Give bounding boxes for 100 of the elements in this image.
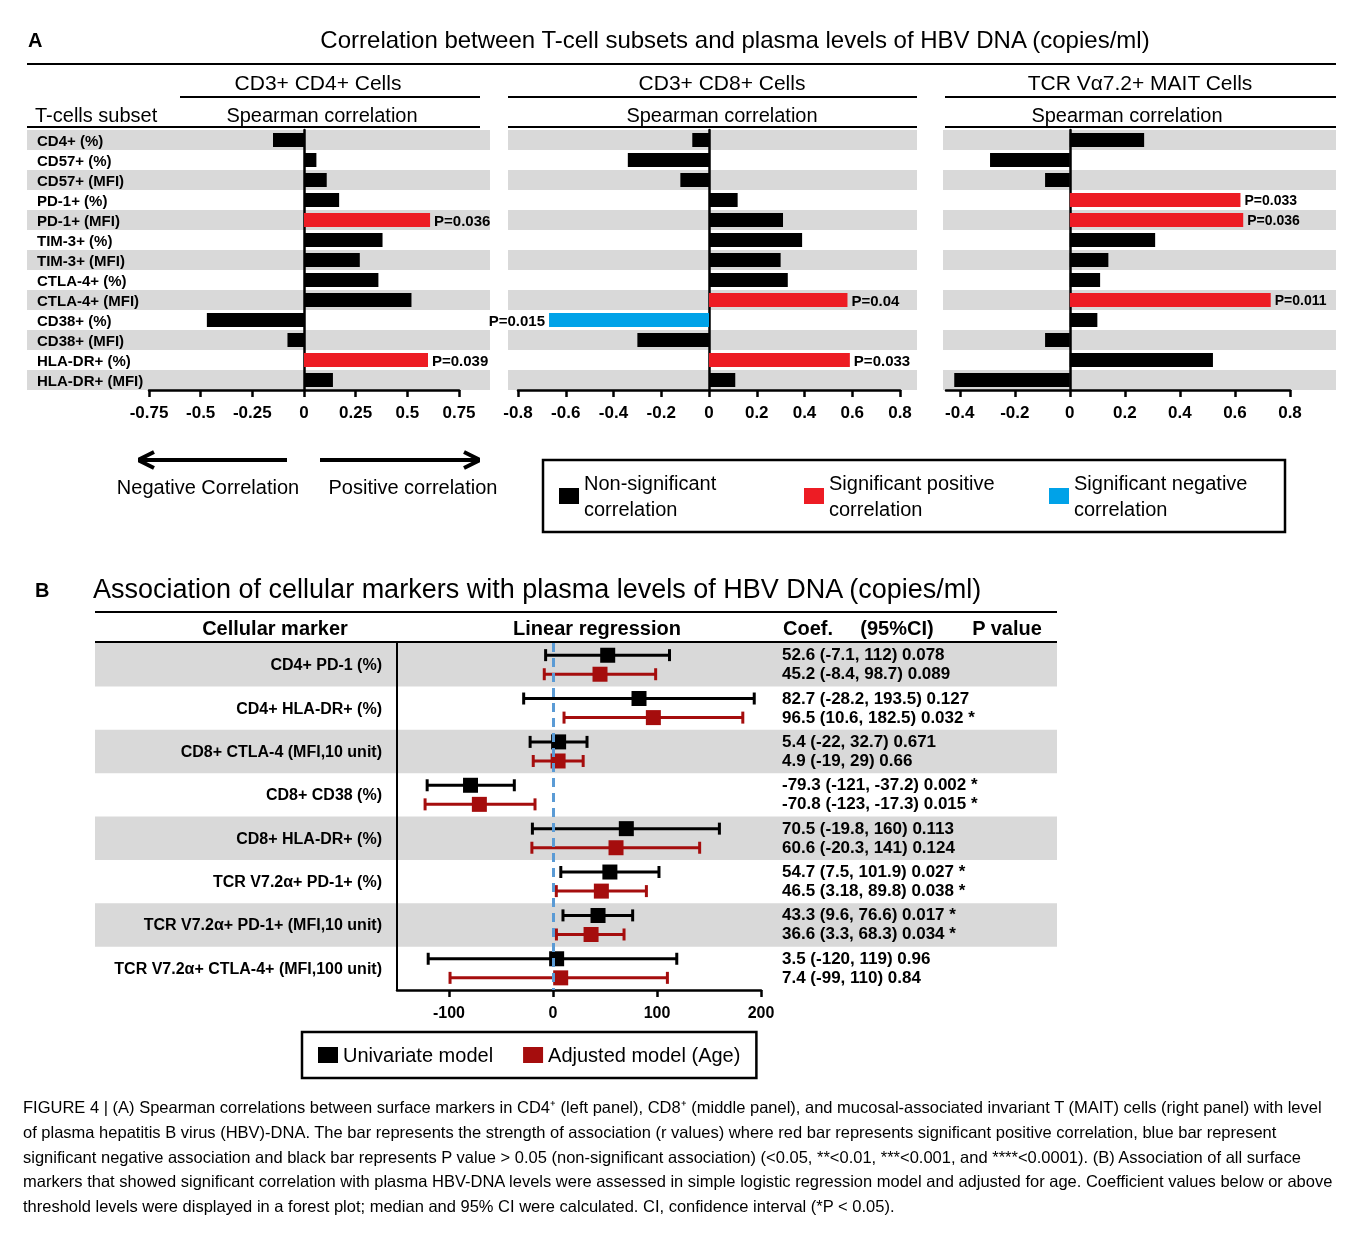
- chart-subtitle: CD3+ CD4+ Cells: [234, 71, 402, 95]
- x-tick-label: 0.2: [1113, 403, 1137, 422]
- chart-subtitle: Linear regression: [513, 617, 681, 639]
- x-tick-label: -100: [432, 1003, 466, 1021]
- y-tick-label: HLA-DR+ (%): [37, 351, 131, 369]
- x-tick-label: 0: [548, 1003, 558, 1021]
- y-tick-label: CD4+ PD-1 (%): [270, 656, 382, 674]
- x-tick-label: -0.5: [186, 403, 216, 422]
- y-axis-title: Cellular marker: [202, 617, 348, 639]
- y-tick-label: HLA-DR+ (MFI): [37, 371, 144, 389]
- x-tick-label: 0.5: [395, 403, 420, 422]
- x-tick-label: -0.8: [503, 403, 533, 422]
- y-tick-label: CD38+ (MFI): [37, 331, 125, 349]
- text: A: [28, 29, 43, 51]
- annotation: P=0.033: [1244, 192, 1298, 208]
- text: 54.7 (7.5, 101.9) 0.027 *: [782, 861, 966, 882]
- bar: [1069, 193, 1241, 207]
- text: 45.2 (-8.4, 98.7) 0.089: [782, 663, 951, 684]
- text: 52.6 (-7.1, 112) 0.078: [782, 644, 945, 665]
- x-tick-label: -0.4: [598, 403, 629, 422]
- text: Negative Correlation: [116, 476, 300, 498]
- bar: [549, 313, 709, 327]
- y-tick-label: CD8+ CD38 (%): [265, 786, 382, 804]
- y-tick-label: CD8+ CTLA-4 (MFI,10 unit): [180, 742, 382, 760]
- legend-label: Non-significant correlation: [584, 472, 722, 520]
- y-tick-label: CD4+ (%): [37, 131, 104, 149]
- x-axis-title: Spearman correlation: [1031, 104, 1223, 126]
- bar: [304, 353, 428, 367]
- annotation: P=0.039: [432, 351, 489, 369]
- caption: FIGURE 4 | (A) Spearman correlations between surface markers in CD4⁺ (left panel), CD8⁺ (middle panel), and mucosal-associated invariant T (MAIT) cells (right panel) with level of plasma hepatitis B virus (HBV)-DNA. The bar represents the strength of association (r values) where red bar represents significant positive correlation, blue bar represent significant negative association and black bar represents P value > 0.05 (non-significant association) (<0.05, **<0.01, ***<0.001, and ****<0.0001). (B) Association of all surface markers that showed significant correlation with plasma HBV-DNA levels were assessed in simple logistic regression model and adjusted for age. Coefficient values below or above threshold levels were displayed in a forest plot; median and 95% CI were calculated. CI, confidence interval (*P < 0.05).: [23, 1097, 1333, 1217]
- annotation: P=0.015: [488, 311, 546, 329]
- text: Coef.: [783, 617, 833, 639]
- text: Correlation between T-cell subsets and plasma levels of HBV DNA (copies/ml): [320, 25, 1150, 54]
- y-tick-label: TCR V7.2α+ PD-1+ (MFI,10 unit): [143, 916, 382, 934]
- text: 4.9 (-19, 29) 0.66: [782, 750, 913, 771]
- text: Positive correlation: [328, 476, 498, 498]
- x-tick-label: 0.8: [888, 403, 912, 422]
- y-axis-title: T-cells subset: [35, 104, 158, 126]
- chart-subtitle: CD3+ CD8+ Cells: [638, 71, 806, 95]
- text: -70.8 (-123, -17.3) 0.015 *: [782, 794, 978, 814]
- y-tick-label: TIM-3+ (MFI): [37, 251, 125, 269]
- text: P value: [972, 617, 1042, 639]
- x-tick-label: 0.6: [1223, 403, 1247, 422]
- y-tick-label: CD8+ HLA-DR+ (%): [236, 829, 382, 847]
- text: 60.6 (-20.3, 141) 0.124: [782, 837, 955, 858]
- text: (95%CI): [860, 617, 934, 639]
- legend-label: Significant positive correlation: [829, 472, 1001, 520]
- x-tick-label: 100: [643, 1003, 671, 1021]
- x-tick-label: 0.4: [1168, 403, 1193, 422]
- bar: [1069, 213, 1244, 227]
- text: 3.5 (-120, 119) 0.96: [782, 948, 931, 969]
- annotation: P=0.036: [1247, 212, 1300, 228]
- y-tick-label: CTLA-4+ (%): [37, 271, 127, 289]
- annotation: P=0.011: [1274, 292, 1327, 308]
- text: 36.6 (3.3, 68.3) 0.034 *: [782, 924, 956, 944]
- y-tick-label: PD-1+ (MFI): [37, 211, 120, 229]
- x-tick-label: -0.2: [646, 403, 676, 422]
- bar: [709, 293, 848, 307]
- x-tick-label: 0.75: [442, 403, 476, 422]
- y-tick-label: TCR V7.2α+ PD-1+ (%): [213, 873, 382, 891]
- x-axis-title: Spearman correlation: [626, 104, 818, 126]
- x-tick-label: 0.6: [840, 403, 865, 422]
- x-tick-label: -0.4: [945, 403, 975, 422]
- legend-label: Significant negative correlation: [1074, 472, 1254, 520]
- bar: [1069, 293, 1271, 307]
- text: 96.5 (10.6, 182.5) 0.032 *: [782, 707, 975, 727]
- y-tick-label: CD57+ (%): [37, 151, 112, 169]
- x-tick-label: 0.2: [744, 403, 769, 422]
- x-tick-label: 0: [299, 403, 309, 422]
- text: B: [35, 579, 50, 601]
- annotation: P=0.036: [434, 211, 491, 229]
- y-tick-label: TIM-3+ (%): [37, 231, 113, 249]
- bar: [709, 353, 850, 367]
- x-tick-label: -0.6: [551, 403, 581, 422]
- bar: [304, 213, 431, 227]
- x-tick-label: -0.75: [129, 403, 169, 422]
- y-tick-label: CD4+ HLA-DR+ (%): [236, 699, 382, 717]
- y-tick-label: CD57+ (MFI): [37, 171, 125, 189]
- x-tick-label: 0.25: [339, 403, 373, 422]
- x-tick-label: -0.25: [232, 403, 272, 422]
- text: -79.3 (-121, -37.2) 0.002 *: [782, 774, 978, 795]
- annotation: P=0.033: [853, 351, 911, 369]
- legend-label: Univariate model: [343, 1044, 494, 1066]
- y-tick-label: CD38+ (%): [37, 311, 112, 329]
- text: 43.3 (9.6, 76.6) 0.017 *: [782, 905, 956, 925]
- legend-label: Adjusted model (Age): [548, 1044, 741, 1066]
- x-tick-label: 0: [1065, 403, 1075, 422]
- x-tick-label: 0.4: [792, 403, 817, 422]
- x-tick-label: -0.2: [1000, 403, 1030, 422]
- annotation: P=0.04: [851, 291, 901, 309]
- text: 82.7 (-28.2, 193.5) 0.127: [782, 688, 970, 708]
- x-tick-label: 0: [704, 403, 714, 422]
- x-axis-title: Spearman correlation: [226, 104, 418, 126]
- chart-title: Association of cellular markers with plasma levels of HBV DNA (copies/ml): [93, 574, 982, 605]
- x-tick-label: 0.8: [1278, 403, 1302, 422]
- x-tick-label: 200: [747, 1003, 775, 1021]
- y-tick-label: TCR V7.2α+ CTLA-4+ (MFI,100 unit): [114, 959, 382, 977]
- y-tick-label: CTLA-4+ (MFI): [37, 291, 140, 309]
- y-tick-label: PD-1+ (%): [37, 191, 108, 209]
- text: 7.4 (-99, 110) 0.84: [782, 967, 921, 988]
